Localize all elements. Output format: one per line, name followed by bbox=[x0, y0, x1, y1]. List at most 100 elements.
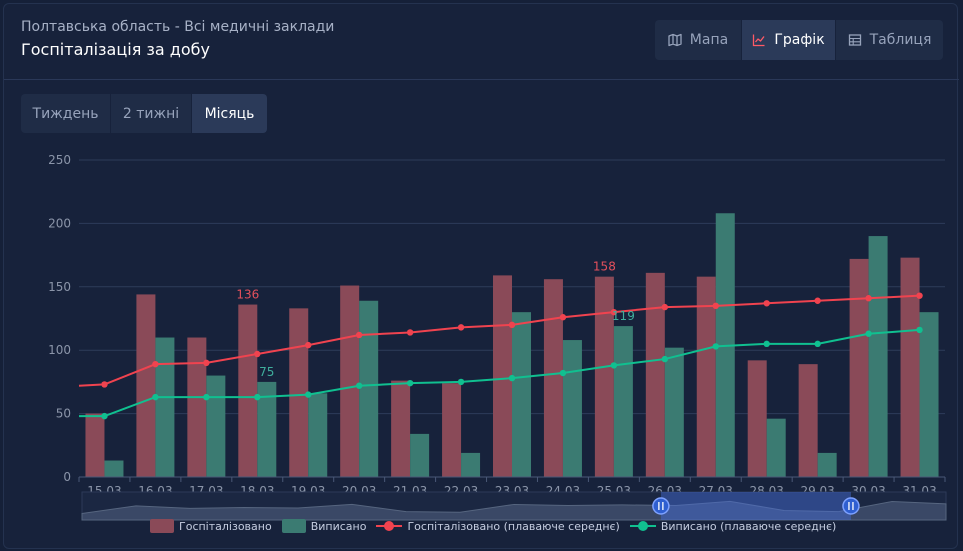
bar-discharged-30-03[interactable] bbox=[868, 236, 888, 477]
point-hospitalized-avg-21-03[interactable] bbox=[406, 329, 414, 336]
bar-discharged-17-03[interactable] bbox=[206, 375, 226, 477]
point-discharged-avg-17-03[interactable] bbox=[203, 393, 210, 401]
legend-swatch-discharged-avg bbox=[629, 519, 656, 533]
point-discharged-avg-27-03[interactable] bbox=[712, 343, 719, 350]
bar-hospitalized-24-03[interactable] bbox=[543, 279, 563, 477]
point-discharged-avg-25-03[interactable] bbox=[610, 362, 618, 369]
tab-table[interactable]: Таблиця bbox=[836, 20, 943, 60]
bar-discharged-24-03[interactable] bbox=[562, 340, 582, 477]
bar-discharged-16-03[interactable] bbox=[155, 337, 175, 477]
bar-hospitalized-19-03[interactable] bbox=[289, 308, 309, 477]
point-hospitalized-avg-30-03[interactable] bbox=[865, 295, 872, 302]
bar-discharged-25-03[interactable] bbox=[613, 326, 633, 477]
point-hospitalized-avg-24-03[interactable] bbox=[559, 314, 567, 321]
bar-hospitalized-16-03[interactable] bbox=[136, 294, 156, 477]
point-hospitalized-avg-26-03[interactable] bbox=[661, 303, 669, 311]
bar-hospitalized-26-03[interactable] bbox=[645, 272, 665, 477]
point-hospitalized-avg-18-03[interactable] bbox=[254, 350, 261, 358]
range-switcher: Тиждень 2 тижні Місяць bbox=[21, 94, 267, 133]
bar-discharged-28-03[interactable] bbox=[766, 418, 786, 477]
point-discharged-avg-23-03[interactable] bbox=[508, 374, 516, 382]
point-hospitalized-avg-31-03[interactable] bbox=[916, 292, 923, 299]
legend-label-discharged-avg: Виписано (плаваюче середнє) bbox=[660, 519, 837, 533]
legend-label-hospitalized-avg: Госпіталізовано (плаваюче середнє) bbox=[407, 519, 620, 533]
point-discharged-avg-18-03[interactable] bbox=[254, 393, 261, 401]
bar-discharged-15-03[interactable] bbox=[104, 460, 124, 477]
bar-hospitalized-22-03[interactable] bbox=[442, 383, 462, 477]
point-discharged-avg-24-03[interactable] bbox=[559, 369, 567, 377]
bar-hospitalized-17-03[interactable] bbox=[187, 337, 207, 477]
line-discharged-avg bbox=[79, 328, 920, 418]
legend-swatch-hospitalized-avg bbox=[376, 519, 403, 533]
y-tick-label: 250 bbox=[48, 153, 71, 167]
y-tick-label: 50 bbox=[56, 407, 71, 421]
legend-hospitalized[interactable]: Госпіталізовано bbox=[150, 519, 272, 533]
legend-label-hospitalized: Госпіталізовано bbox=[179, 519, 272, 533]
point-discharged-avg-31-03[interactable] bbox=[916, 326, 923, 334]
tab-map[interactable]: Мапа bbox=[655, 20, 742, 60]
point-discharged-avg-22-03[interactable] bbox=[457, 378, 465, 386]
bar-discharged-23-03[interactable] bbox=[512, 312, 531, 477]
point-hospitalized-avg-28-03[interactable] bbox=[763, 300, 770, 307]
page-title: Госпіталізація за добу bbox=[21, 40, 210, 59]
line-hospitalized-avg bbox=[78, 294, 920, 387]
bar-discharged-21-03[interactable] bbox=[410, 433, 430, 477]
bar-discharged-29-03[interactable] bbox=[817, 452, 837, 477]
data-label-discharged-25-03: 119 bbox=[612, 309, 635, 323]
point-hospitalized-avg-23-03[interactable] bbox=[508, 321, 516, 329]
point-discharged-avg-21-03[interactable] bbox=[406, 379, 414, 387]
bar-discharged-20-03[interactable] bbox=[359, 300, 379, 477]
point-hospitalized-avg-22-03[interactable] bbox=[457, 324, 465, 331]
bar-hospitalized-29-03[interactable] bbox=[798, 364, 818, 477]
legend-swatch-discharged bbox=[281, 519, 306, 533]
map-icon bbox=[668, 33, 682, 47]
range-month[interactable]: Місяць bbox=[192, 94, 267, 133]
data-label-hospitalized-18-03: 136 bbox=[236, 288, 259, 302]
bar-discharged-26-03[interactable] bbox=[664, 347, 684, 477]
point-discharged-avg-29-03[interactable] bbox=[814, 340, 821, 348]
zoom-window[interactable] bbox=[660, 492, 851, 520]
data-label-hospitalized-25-03: 158 bbox=[593, 260, 616, 274]
bar-hospitalized-23-03[interactable] bbox=[493, 275, 512, 477]
zoom-handle-end[interactable] bbox=[842, 497, 860, 515]
point-discharged-avg-20-03[interactable] bbox=[355, 382, 363, 389]
bar-hospitalized-21-03[interactable] bbox=[391, 380, 411, 477]
legend-hospitalized-avg[interactable]: Госпіталізовано (плаваюче середнє) bbox=[376, 519, 620, 533]
point-discharged-avg-15-03[interactable] bbox=[101, 412, 108, 420]
bar-hospitalized-18-03[interactable] bbox=[238, 304, 258, 477]
chart-legend: Госпіталізовано Виписано Госпіталізовано… bbox=[150, 519, 846, 533]
bar-discharged-19-03[interactable] bbox=[308, 393, 328, 477]
legend-label-discharged: Виписано bbox=[310, 519, 367, 533]
point-hospitalized-avg-25-03[interactable] bbox=[610, 308, 618, 316]
point-hospitalized-avg-15-03[interactable] bbox=[101, 381, 108, 388]
point-discharged-avg-28-03[interactable] bbox=[763, 340, 770, 348]
tab-chart[interactable]: Графік bbox=[742, 20, 836, 60]
bar-discharged-22-03[interactable] bbox=[461, 452, 481, 477]
point-hospitalized-avg-19-03[interactable] bbox=[305, 341, 312, 349]
line-chart-icon bbox=[753, 34, 765, 47]
bar-discharged-31-03[interactable] bbox=[919, 312, 939, 477]
range-two-weeks[interactable]: 2 тижні bbox=[111, 94, 192, 133]
legend-discharged[interactable]: Виписано bbox=[281, 519, 367, 533]
bar-hospitalized-25-03[interactable] bbox=[594, 276, 614, 477]
bar-hospitalized-15-03[interactable] bbox=[85, 413, 105, 477]
point-discharged-avg-16-03[interactable] bbox=[152, 393, 159, 401]
data-label-discharged-18-03: 75 bbox=[259, 365, 274, 379]
point-discharged-avg-19-03[interactable] bbox=[305, 391, 312, 398]
point-discharged-avg-30-03[interactable] bbox=[865, 330, 872, 337]
point-hospitalized-avg-20-03[interactable] bbox=[355, 331, 363, 339]
bar-hospitalized-27-03[interactable] bbox=[696, 276, 716, 477]
point-hospitalized-avg-27-03[interactable] bbox=[712, 302, 719, 310]
bar-hospitalized-30-03[interactable] bbox=[849, 258, 869, 477]
legend-discharged-avg[interactable]: Виписано (плаваюче середнє) bbox=[629, 519, 837, 533]
range-week[interactable]: Тиждень bbox=[21, 94, 111, 133]
point-hospitalized-avg-16-03[interactable] bbox=[152, 360, 159, 368]
zoom-handle-start[interactable] bbox=[652, 497, 670, 515]
bar-discharged-18-03[interactable] bbox=[257, 381, 277, 477]
bar-hospitalized-20-03[interactable] bbox=[340, 285, 360, 477]
bar-hospitalized-31-03[interactable] bbox=[900, 257, 920, 477]
point-hospitalized-avg-29-03[interactable] bbox=[814, 297, 821, 304]
point-discharged-avg-26-03[interactable] bbox=[661, 355, 669, 363]
point-hospitalized-avg-17-03[interactable] bbox=[203, 359, 210, 367]
bar-hospitalized-28-03[interactable] bbox=[747, 360, 767, 477]
